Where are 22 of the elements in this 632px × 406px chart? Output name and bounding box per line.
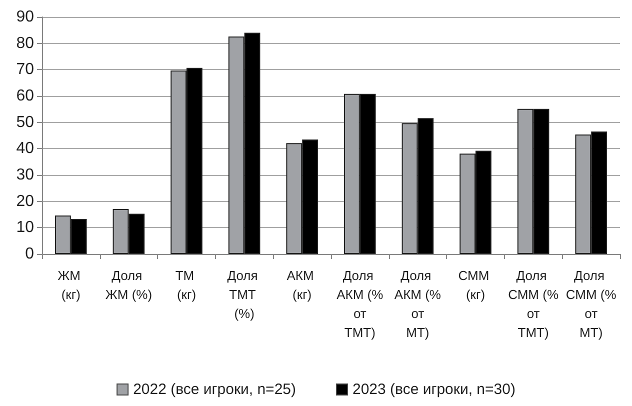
- x-tick-label: Доля СММ (% от МТ): [566, 268, 617, 340]
- x-tick-label: Доля АКМ (% от МТ): [394, 268, 442, 340]
- y-tick-label: 80: [16, 34, 34, 52]
- y-tick-label: 50: [16, 114, 34, 131]
- x-tick-label: АКМ (кг): [286, 268, 318, 302]
- x-tick-label: Доля ТМТ (%): [227, 268, 262, 321]
- y-tick-label: 10: [16, 219, 34, 236]
- x-tick-label: ЖМ (кг): [58, 268, 84, 302]
- x-tick-label: ТМ (кг): [175, 268, 198, 302]
- x-tick-label: Доля ЖМ (%): [105, 268, 152, 302]
- x-tick-label: СММ (кг): [458, 268, 493, 302]
- y-tick-label: 90: [16, 8, 34, 26]
- y-tick-label: 60: [16, 88, 34, 104]
- y-tick-label: 40: [16, 140, 34, 158]
- x-tick-label: Доля АКМ (% от ТМТ): [336, 268, 384, 340]
- legend-label: 2023 (все игроки, n=30): [352, 381, 516, 398]
- y-tick-label: 20: [16, 192, 34, 210]
- x-tick-label: Доля СММ (% от ТМТ): [508, 268, 559, 340]
- y-tick-label: 70: [16, 61, 34, 78]
- legend-label: 2022 (все игроки, n=25): [133, 381, 296, 398]
- y-tick-label: 0: [25, 246, 34, 262]
- y-tick-label: 30: [16, 166, 34, 184]
